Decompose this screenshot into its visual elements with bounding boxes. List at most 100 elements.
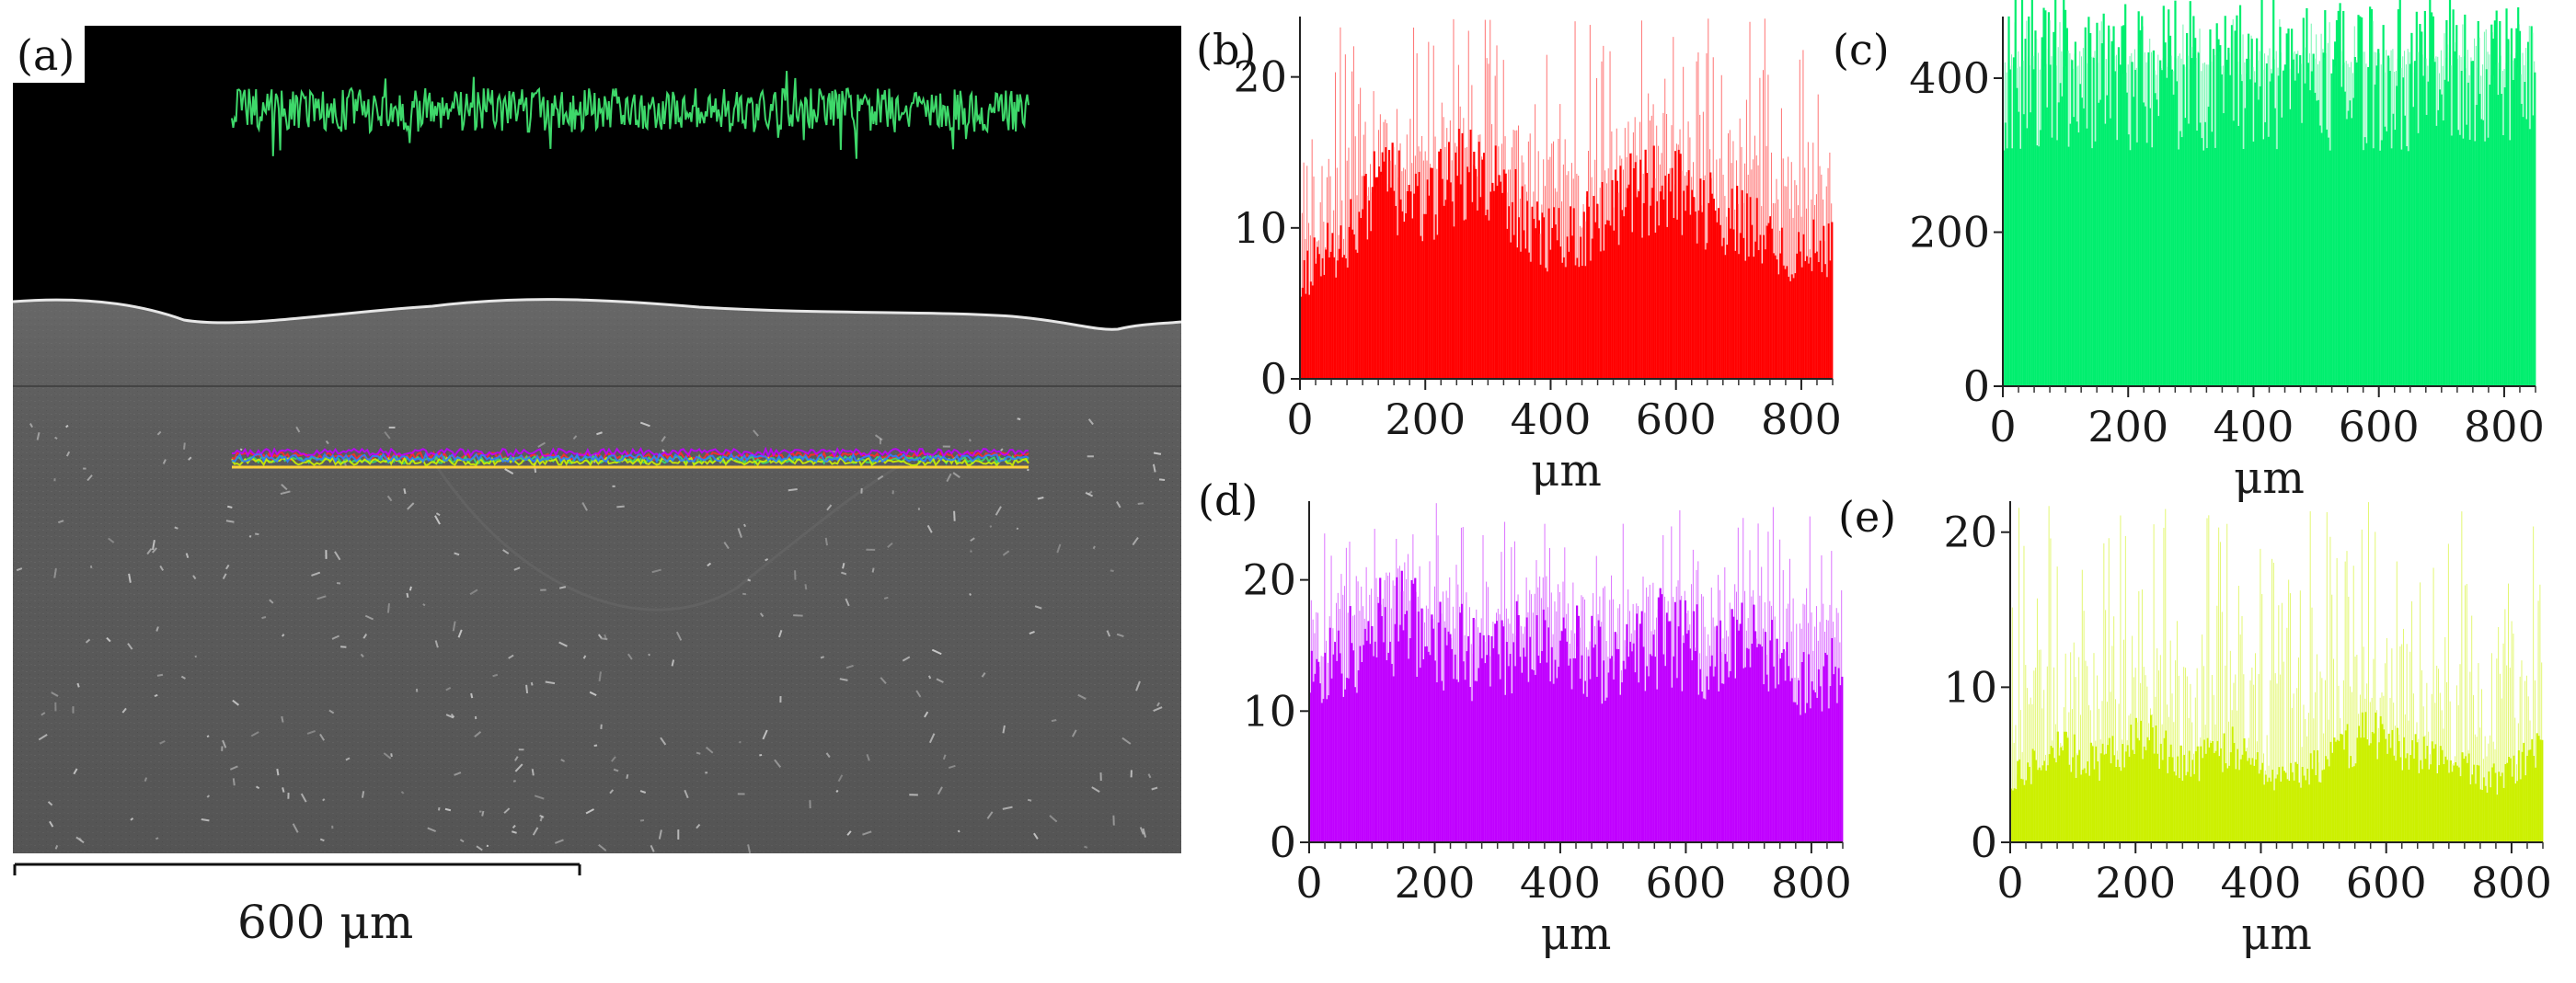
sem-speck xyxy=(503,807,511,814)
bar xyxy=(1757,249,1760,379)
bar xyxy=(1499,679,1501,842)
sem-speck xyxy=(826,504,833,511)
bar-spike xyxy=(1574,21,1576,379)
bar xyxy=(2496,794,2499,842)
sem-speck xyxy=(931,648,942,656)
bar xyxy=(1658,225,1661,379)
bar xyxy=(2444,756,2447,842)
bar xyxy=(2040,770,2042,842)
sem-speck xyxy=(707,562,712,567)
bar xyxy=(2513,58,2516,387)
bar xyxy=(2109,118,2112,386)
bar xyxy=(1519,251,1523,379)
bar xyxy=(1540,651,1544,842)
bar xyxy=(2344,730,2347,842)
bar xyxy=(2341,734,2344,842)
bar xyxy=(1640,237,1644,379)
sem-speck xyxy=(924,711,929,718)
bar xyxy=(2461,752,2464,842)
bar xyxy=(2309,753,2312,842)
bar xyxy=(1654,657,1657,842)
bar xyxy=(1554,659,1557,842)
bar xyxy=(2082,108,2086,387)
bar xyxy=(2043,760,2046,842)
bar xyxy=(1535,228,1537,379)
bar xyxy=(1753,257,1755,379)
bar xyxy=(2424,759,2427,842)
bar xyxy=(2478,765,2480,842)
bar xyxy=(1308,294,1311,379)
sem-speck xyxy=(384,430,391,440)
bar xyxy=(2399,757,2402,842)
bar xyxy=(1837,668,1840,842)
bar xyxy=(1623,216,1626,379)
bar xyxy=(1742,237,1745,379)
bar xyxy=(1626,623,1628,842)
bar xyxy=(1831,222,1834,379)
bar xyxy=(1673,218,1675,379)
eds-scan-traces xyxy=(231,446,1029,467)
bar-spike xyxy=(2506,665,2508,842)
sem-speck xyxy=(229,765,238,771)
bar xyxy=(2372,148,2375,387)
bar xyxy=(1374,641,1376,842)
bar xyxy=(1689,214,1692,379)
bar-spike xyxy=(2514,717,2516,842)
bar xyxy=(2031,749,2034,842)
bar xyxy=(2085,772,2087,842)
bar xyxy=(1745,193,1749,379)
bar xyxy=(2250,39,2253,386)
bar xyxy=(1727,677,1731,842)
bar xyxy=(1744,260,1747,379)
bar xyxy=(2111,736,2114,842)
bar xyxy=(1553,207,1556,379)
sem-speck xyxy=(1135,680,1141,692)
bar xyxy=(2353,56,2356,386)
bar xyxy=(1825,655,1829,842)
bar xyxy=(2359,16,2362,387)
bar xyxy=(2019,148,2022,387)
bar xyxy=(1469,687,1472,842)
bar xyxy=(2211,131,2214,387)
bar xyxy=(2201,138,2203,387)
bar xyxy=(1516,247,1519,379)
sem-weld-zone xyxy=(431,458,912,612)
bar xyxy=(2317,782,2320,842)
bar xyxy=(2306,768,2309,842)
sem-speck xyxy=(1087,455,1094,458)
bar xyxy=(2092,57,2095,387)
bar xyxy=(1696,243,1698,379)
sem-speck xyxy=(968,439,972,442)
bar xyxy=(2475,105,2478,387)
bar xyxy=(2206,737,2209,842)
bar xyxy=(1685,634,1688,842)
bar xyxy=(1761,263,1764,379)
bar xyxy=(2421,769,2424,842)
sem-speck xyxy=(406,592,409,598)
bar xyxy=(1471,201,1474,379)
sem-speck xyxy=(316,595,327,600)
sem-speck xyxy=(152,547,157,554)
sem-speck xyxy=(416,688,419,692)
bar xyxy=(1792,702,1795,842)
bar-spike xyxy=(2163,527,2165,842)
sem-speck xyxy=(362,634,368,639)
bar xyxy=(1601,181,1604,379)
bar xyxy=(2232,120,2235,386)
bar xyxy=(2059,83,2062,387)
bar xyxy=(1330,678,1333,842)
bar xyxy=(1817,262,1820,379)
bar xyxy=(1627,657,1630,842)
bar-spike xyxy=(2190,683,2191,842)
bar xyxy=(1513,666,1517,842)
bar xyxy=(2246,760,2249,842)
bar xyxy=(1519,657,1522,842)
bar xyxy=(1552,683,1555,842)
bar xyxy=(2329,150,2331,386)
sem-speck xyxy=(1077,693,1087,700)
bar-spike xyxy=(2288,579,2290,842)
bar xyxy=(2409,755,2412,842)
bar xyxy=(2272,0,2275,386)
bar xyxy=(1755,646,1758,842)
sem-speck xyxy=(512,830,517,834)
